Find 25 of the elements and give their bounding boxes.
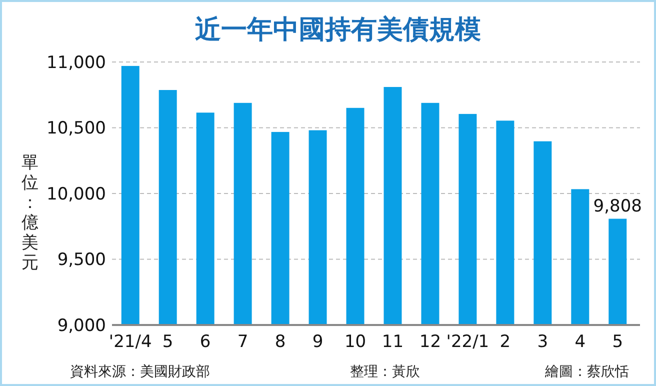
y-tick-label: 10,500 [46,118,106,139]
x-tick-label: 12 [419,332,442,352]
x-tick-label: 5 [612,332,624,352]
x-tick-label: 5 [162,332,174,352]
x-tick-label: 7 [237,332,248,352]
x-tick-label: 9 [312,332,324,352]
x-tick-label: 11 [382,332,404,352]
x-tick-label: '21/4 [108,332,152,352]
y-tick-label: 9,500 [57,250,106,270]
x-tick-label: 3 [537,332,548,352]
x-tick-label: '22/1 [446,332,490,352]
x-tick-label: 6 [200,332,211,352]
y-axis-title: 單位：億美元 [22,153,38,273]
y-tick-label: 10,000 [46,184,106,204]
text: 整理：黃欣 [350,364,420,380]
text: 繪圖：蔡欣恬 [544,364,629,380]
source-note: 資料來源：美國財政部 [70,364,210,380]
y-tick-label: 11,000 [46,52,106,73]
x-tick-label: 8 [274,332,286,352]
x-tick-label: 10 [344,332,366,352]
data-label: 9,808 [593,196,642,217]
x-tick-label: 4 [574,332,586,352]
y-tick-label: 9,000 [57,316,106,336]
x-tick-label: 2 [500,332,511,352]
chart-title: 近一年中國持有美債規模 [195,15,481,45]
